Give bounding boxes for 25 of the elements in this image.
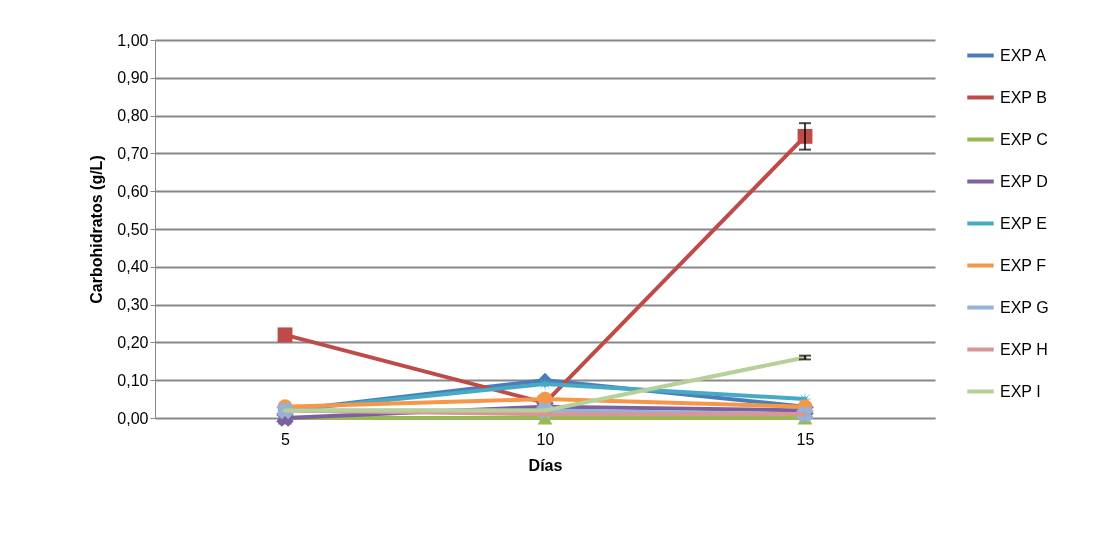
- y-tick-label: 0,90: [117, 69, 149, 87]
- legend-label: EXP E: [1000, 214, 1047, 232]
- legend-label: EXP H: [1000, 340, 1048, 358]
- y-tick-label: 0,10: [117, 371, 149, 389]
- y-axis-title: Carbohidratos (g/L): [88, 155, 106, 304]
- x-tick-label: 10: [536, 430, 555, 448]
- legend-label: EXP I: [1000, 382, 1041, 400]
- legend-label: EXP F: [1000, 256, 1047, 274]
- y-tick-label: 0,70: [117, 144, 149, 162]
- y-tick-label: 0,40: [117, 258, 149, 276]
- y-tick-label: 0,60: [117, 182, 149, 200]
- legend-label: EXP A: [1000, 46, 1047, 64]
- legend-label: EXP D: [1000, 172, 1048, 190]
- y-tick-label: 0,30: [117, 296, 149, 314]
- legend-label: EXP C: [1000, 130, 1048, 148]
- y-tick-label: 0,50: [117, 220, 149, 238]
- y-tick-label: 1,00: [117, 31, 149, 49]
- x-axis-title: Días: [528, 456, 563, 474]
- x-tick-label: 5: [281, 430, 291, 448]
- y-tick-label: 0,00: [117, 409, 149, 427]
- legend-label: EXP G: [1000, 298, 1049, 316]
- legend-label: EXP B: [1000, 88, 1047, 106]
- y-tick-label: 0,20: [117, 333, 149, 351]
- y-tick-label: 0,80: [117, 107, 149, 125]
- x-tick-label: 15: [796, 430, 815, 448]
